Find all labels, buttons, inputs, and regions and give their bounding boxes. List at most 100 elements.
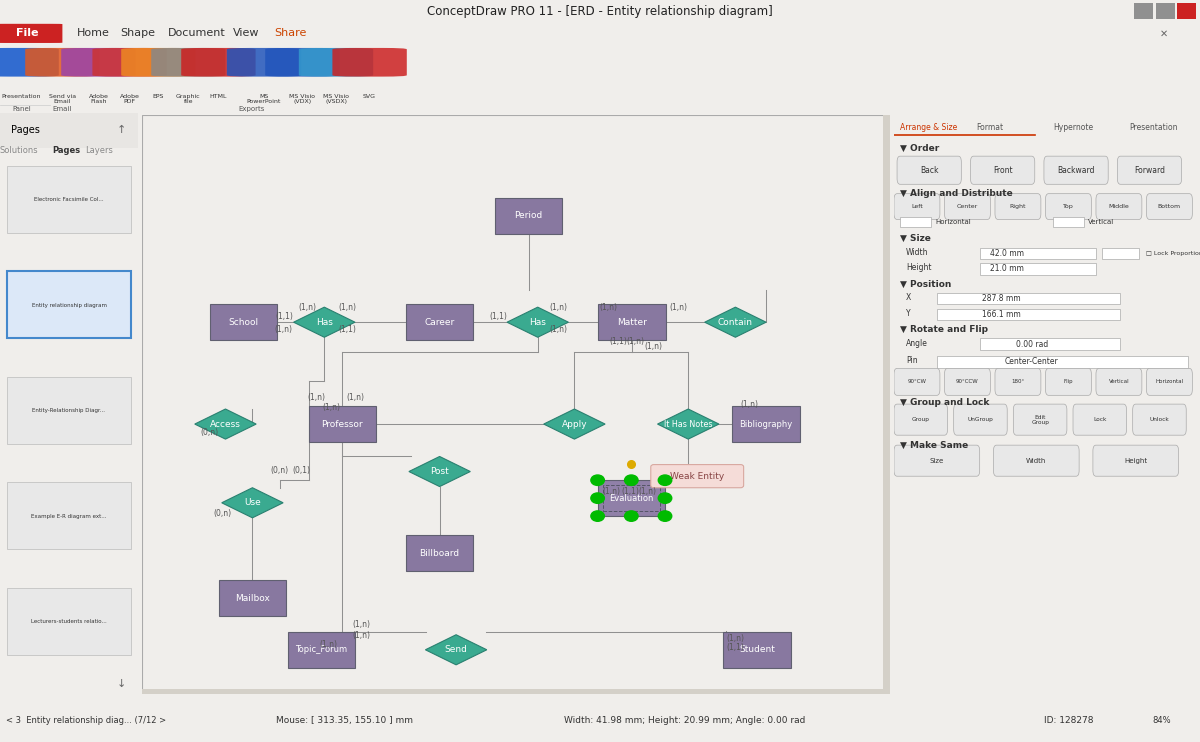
FancyBboxPatch shape bbox=[0, 48, 59, 76]
Text: ▼ Order: ▼ Order bbox=[900, 143, 940, 152]
Polygon shape bbox=[194, 409, 256, 439]
FancyBboxPatch shape bbox=[1073, 404, 1127, 435]
Text: ID: 128278: ID: 128278 bbox=[1044, 716, 1093, 725]
FancyBboxPatch shape bbox=[971, 156, 1034, 184]
Text: (0,n): (0,n) bbox=[214, 509, 232, 518]
Text: Billboard: Billboard bbox=[420, 548, 460, 558]
Text: (1,1): (1,1) bbox=[338, 325, 356, 334]
Bar bbox=[599, 304, 666, 340]
Text: Presentation: Presentation bbox=[1129, 123, 1178, 132]
Text: Hypernote: Hypernote bbox=[1054, 123, 1093, 132]
FancyBboxPatch shape bbox=[227, 48, 301, 76]
Text: ▼ Size: ▼ Size bbox=[900, 234, 931, 243]
Bar bbox=[1134, 4, 1153, 19]
FancyBboxPatch shape bbox=[1045, 368, 1091, 395]
Text: Flip: Flip bbox=[1063, 379, 1073, 384]
Text: (1,n): (1,n) bbox=[353, 620, 371, 628]
Text: Email: Email bbox=[53, 105, 72, 112]
Polygon shape bbox=[704, 307, 766, 338]
Bar bbox=[1177, 4, 1196, 19]
FancyBboxPatch shape bbox=[944, 368, 990, 395]
Text: ✕: ✕ bbox=[1160, 28, 1168, 39]
FancyBboxPatch shape bbox=[650, 464, 744, 487]
Text: Weak Entity: Weak Entity bbox=[670, 472, 725, 481]
Bar bbox=[979, 248, 1096, 259]
Text: Group: Group bbox=[912, 418, 930, 422]
Polygon shape bbox=[409, 456, 470, 487]
FancyBboxPatch shape bbox=[898, 156, 961, 184]
Bar bbox=[1156, 4, 1175, 19]
Circle shape bbox=[624, 511, 638, 522]
Bar bbox=[218, 580, 286, 616]
Text: Width: 41.98 mm; Height: 20.99 mm; Angle: 0.00 rad: Width: 41.98 mm; Height: 20.99 mm; Angle… bbox=[564, 716, 805, 725]
Text: EPS: EPS bbox=[152, 93, 164, 99]
Text: Layers: Layers bbox=[85, 146, 114, 155]
FancyBboxPatch shape bbox=[1133, 404, 1187, 435]
Text: ↑: ↑ bbox=[116, 125, 126, 135]
Text: (1,n): (1,n) bbox=[548, 325, 566, 334]
FancyBboxPatch shape bbox=[995, 368, 1040, 395]
FancyBboxPatch shape bbox=[7, 588, 131, 655]
Text: Width: Width bbox=[906, 248, 929, 257]
FancyBboxPatch shape bbox=[7, 482, 131, 550]
Text: Topic_Forum: Topic_Forum bbox=[295, 646, 347, 654]
Circle shape bbox=[659, 475, 672, 485]
Bar bbox=[602, 485, 660, 511]
FancyBboxPatch shape bbox=[0, 24, 62, 43]
FancyBboxPatch shape bbox=[121, 48, 196, 76]
Text: (1,1): (1,1) bbox=[610, 338, 628, 347]
Text: Entity-Relationship Diagr...: Entity-Relationship Diagr... bbox=[32, 408, 106, 413]
Text: (1,1): (1,1) bbox=[275, 312, 293, 321]
Text: UnGroup: UnGroup bbox=[967, 418, 994, 422]
Circle shape bbox=[590, 493, 605, 503]
Text: Send via
Email: Send via Email bbox=[49, 93, 76, 105]
Text: (1,n): (1,n) bbox=[338, 303, 356, 312]
Text: Professor: Professor bbox=[322, 419, 364, 429]
Bar bbox=[288, 632, 355, 668]
Text: School: School bbox=[228, 318, 258, 326]
Text: Center: Center bbox=[956, 204, 978, 209]
Text: It Has Notes: It Has Notes bbox=[664, 419, 713, 429]
Text: (1,n): (1,n) bbox=[548, 303, 566, 312]
Text: (1,1): (1,1) bbox=[726, 643, 744, 652]
Text: ▼ Position: ▼ Position bbox=[900, 280, 952, 289]
Text: Matter: Matter bbox=[617, 318, 647, 326]
Text: (0,n): (0,n) bbox=[270, 466, 288, 475]
Text: Forward: Forward bbox=[1134, 165, 1165, 174]
Text: Lock: Lock bbox=[1093, 418, 1106, 422]
Text: MS Visio
(VDX): MS Visio (VDX) bbox=[289, 93, 316, 105]
Bar bbox=[210, 304, 277, 340]
Text: Pages: Pages bbox=[53, 146, 80, 155]
Text: Send: Send bbox=[445, 646, 468, 654]
Text: 90°CW: 90°CW bbox=[907, 379, 926, 384]
Bar bbox=[732, 406, 799, 442]
Text: Horizontal: Horizontal bbox=[935, 219, 971, 225]
Polygon shape bbox=[658, 409, 719, 439]
Text: Middle: Middle bbox=[1109, 204, 1129, 209]
Text: (1,n): (1,n) bbox=[307, 393, 325, 402]
Text: 166.1 mm: 166.1 mm bbox=[982, 310, 1020, 319]
Text: (1,1): (1,1) bbox=[620, 487, 638, 496]
Text: Top: Top bbox=[1063, 204, 1074, 209]
Text: Backward: Backward bbox=[1057, 165, 1094, 174]
Text: (1,n): (1,n) bbox=[602, 487, 620, 496]
Text: HTML: HTML bbox=[210, 93, 227, 99]
Text: Back: Back bbox=[920, 165, 938, 174]
Text: 180°: 180° bbox=[1012, 379, 1025, 384]
Text: Lecturers-students relatio...: Lecturers-students relatio... bbox=[31, 619, 107, 624]
Bar bbox=[1102, 248, 1139, 259]
Bar bbox=[937, 293, 1121, 304]
Text: Arrange & Size: Arrange & Size bbox=[900, 123, 958, 132]
Text: (1,n): (1,n) bbox=[353, 631, 371, 640]
Bar bbox=[724, 632, 791, 668]
FancyBboxPatch shape bbox=[894, 445, 979, 476]
Bar bbox=[937, 309, 1121, 321]
Bar bbox=[308, 406, 376, 442]
Bar bbox=[0, 113, 138, 148]
FancyBboxPatch shape bbox=[181, 48, 256, 76]
Text: Mouse: [ 313.35, 155.10 ] mm: Mouse: [ 313.35, 155.10 ] mm bbox=[276, 716, 413, 725]
Bar bbox=[142, 689, 890, 694]
FancyBboxPatch shape bbox=[1096, 368, 1142, 395]
Text: Access: Access bbox=[210, 419, 241, 429]
FancyBboxPatch shape bbox=[894, 404, 948, 435]
